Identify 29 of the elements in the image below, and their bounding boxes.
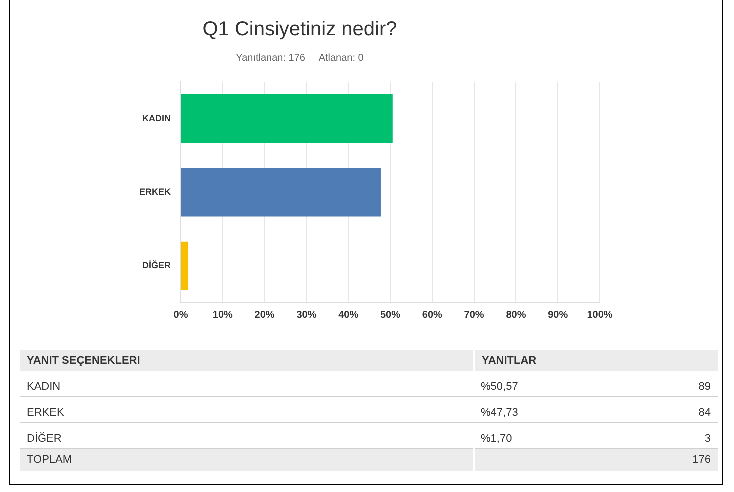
x-tick-label: 0%: [174, 310, 188, 321]
category-label: DİĞER: [27, 432, 62, 444]
text: 3: [638, 422, 718, 448]
category-label: KADIN: [27, 380, 61, 392]
chart-subtitle: Yanıtlanan: 176 Atlanan: 0: [236, 52, 364, 64]
text: %1,70: [474, 422, 638, 448]
x-tick-label: 80%: [506, 310, 526, 321]
x-tick-label: 10%: [212, 310, 234, 321]
x-tick-label: 60%: [422, 310, 443, 321]
x-tick-label: 50%: [380, 310, 401, 321]
chart-title: Q1 Cinsiyetiniz nedir?: [202, 18, 398, 41]
text: 176: [638, 448, 718, 471]
y-tick-label: KADIN: [142, 113, 171, 124]
text: YANIT SEÇENEKLERI: [20, 350, 474, 371]
text: 89: [638, 371, 718, 396]
x-tick-label: 100%: [587, 310, 613, 321]
x-tick-label: 70%: [464, 310, 484, 321]
category-label: ERKEK: [27, 406, 64, 418]
text: %50,57: [474, 371, 638, 396]
text: 84: [638, 396, 718, 422]
text: YANITLAR: [474, 350, 718, 371]
y-tick-label: DİĞER: [142, 260, 172, 271]
y-tick-label: ERKEK: [139, 186, 172, 197]
x-tick-label: 30%: [296, 310, 317, 321]
text: %47,73: [474, 396, 638, 422]
text: TOPLAM: [20, 448, 474, 471]
x-tick-label: 20%: [254, 310, 275, 321]
x-tick-label: 90%: [548, 310, 568, 321]
x-tick-label: 40%: [338, 310, 359, 321]
